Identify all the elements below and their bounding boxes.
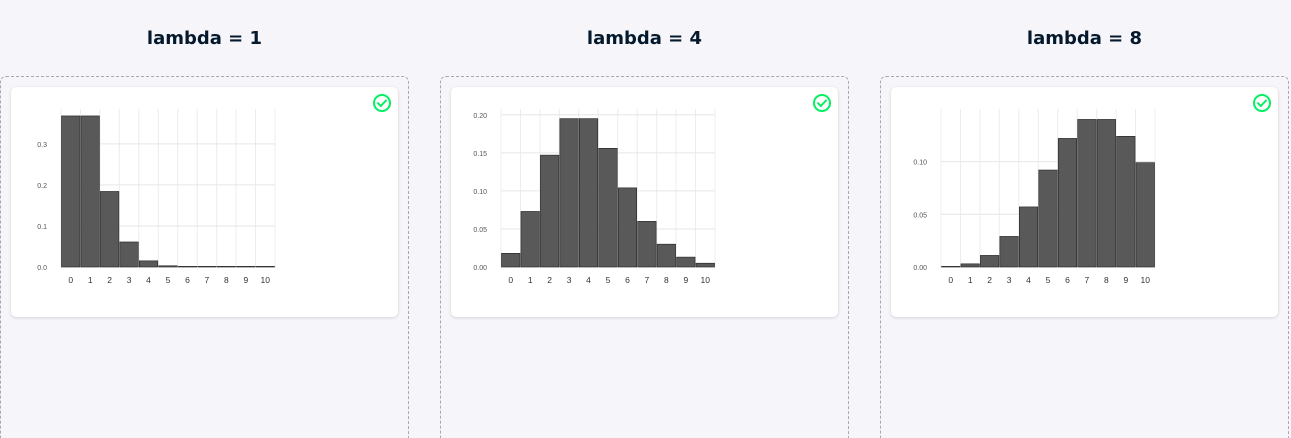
y-tick-label: 0.10 xyxy=(473,189,487,196)
x-tick-label: 4 xyxy=(146,275,151,285)
bar xyxy=(61,115,81,268)
bar xyxy=(100,191,120,268)
x-tick-label: 3 xyxy=(567,275,572,285)
y-tick-label: 0.3 xyxy=(37,142,47,149)
x-tick-label: 9 xyxy=(683,275,688,285)
x-tick-label: 6 xyxy=(185,275,190,285)
y-tick-label: 0.00 xyxy=(913,265,927,272)
bar xyxy=(1077,119,1097,268)
bar-chart: 0.0 0.1 0.2 0.3 0 1 2 3 4 5 6 7 8 9 10 xyxy=(37,109,276,285)
x-tick-label: 3 xyxy=(127,275,132,285)
x-tick-label: 4 xyxy=(586,275,591,285)
bar xyxy=(1019,206,1039,268)
x-tick-label: 2 xyxy=(547,275,552,285)
y-tick-label: 0.10 xyxy=(913,160,927,167)
bar xyxy=(177,266,197,268)
bar xyxy=(158,265,178,268)
bar xyxy=(1096,119,1116,268)
x-tick-label: 10 xyxy=(1141,275,1151,285)
bar-chart: 0.00 0.05 0.10 0 1 2 3 4 5 6 7 8 9 10 xyxy=(913,109,1156,285)
column-title: lambda = 1 xyxy=(146,28,263,49)
x-tick-label: 6 xyxy=(625,275,630,285)
bar xyxy=(617,187,637,268)
column-title: lambda = 4 xyxy=(586,28,703,49)
chart-card[interactable]: 0.0 0.1 0.2 0.3 0 1 2 3 4 5 6 7 8 9 10 xyxy=(11,87,398,317)
x-tick-label: 6 xyxy=(1065,275,1070,285)
x-tick-label: 1 xyxy=(968,275,973,285)
y-tick-label: 0.0 xyxy=(37,265,47,272)
bar xyxy=(559,118,579,268)
x-tick-label: 0 xyxy=(508,275,513,285)
x-tick-label: 1 xyxy=(88,275,93,285)
bar xyxy=(999,236,1019,268)
bar xyxy=(579,118,599,268)
bar xyxy=(216,266,236,268)
bar xyxy=(676,256,696,268)
bar xyxy=(139,260,159,268)
bar-chart: 0.00 0.05 0.10 0.15 0.20 0 1 2 3 4 5 6 7 8 9 10 xyxy=(473,109,716,285)
bar xyxy=(598,147,618,268)
drop-zone[interactable] xyxy=(0,76,409,438)
x-tick-label: 2 xyxy=(107,275,112,285)
bar xyxy=(960,263,980,268)
x-tick-label: 9 xyxy=(1123,275,1128,285)
bar xyxy=(197,266,217,268)
y-tick-label: 0.1 xyxy=(37,224,47,231)
bar xyxy=(80,115,100,268)
x-tick-label: 1 xyxy=(528,275,533,285)
bar xyxy=(656,243,676,268)
y-tick-label: 0.05 xyxy=(913,212,927,219)
bar xyxy=(520,211,540,268)
drop-zone[interactable] xyxy=(880,76,1289,438)
bar xyxy=(1038,169,1058,268)
x-tick-label: 2 xyxy=(987,275,992,285)
y-tick-label: 0.15 xyxy=(473,151,487,158)
x-tick-label: 5 xyxy=(606,275,611,285)
x-tick-label: 3 xyxy=(1007,275,1012,285)
bar xyxy=(119,241,139,268)
x-tick-label: 7 xyxy=(645,275,650,285)
column-lambda-8: lambda = 8 0.00 0.05 0.10 0 1 2 3 4 5 6 7 8 9 10 xyxy=(880,0,1289,438)
bar xyxy=(941,266,961,268)
bar xyxy=(980,255,1000,268)
x-tick-label: 8 xyxy=(1104,275,1109,285)
x-tick-label: 8 xyxy=(664,275,669,285)
bar xyxy=(255,266,275,268)
x-tick-label: 10 xyxy=(701,275,711,285)
y-tick-label: 0.2 xyxy=(37,183,47,190)
y-tick-label: 0.00 xyxy=(473,265,487,272)
column-title: lambda = 8 xyxy=(1026,28,1143,49)
x-tick-label: 4 xyxy=(1026,275,1031,285)
x-tick-label: 0 xyxy=(68,275,73,285)
x-tick-label: 10 xyxy=(261,275,271,285)
drop-zone[interactable] xyxy=(440,76,849,438)
bar xyxy=(1135,162,1155,268)
x-tick-label: 5 xyxy=(166,275,171,285)
y-tick-label: 0.20 xyxy=(473,113,487,120)
x-tick-label: 8 xyxy=(224,275,229,285)
chart-card[interactable]: 0.00 0.05 0.10 0 1 2 3 4 5 6 7 8 9 10 xyxy=(891,87,1278,317)
x-tick-label: 0 xyxy=(948,275,953,285)
bar xyxy=(637,221,657,268)
bar xyxy=(501,253,521,268)
x-tick-label: 5 xyxy=(1046,275,1051,285)
check-circle-icon xyxy=(813,94,831,112)
bar xyxy=(695,262,715,268)
chart-card[interactable]: 0.00 0.05 0.10 0.15 0.20 0 1 2 3 4 5 6 7 8 9 10 xyxy=(451,87,838,317)
check-circle-icon xyxy=(373,94,391,112)
x-tick-label: 7 xyxy=(205,275,210,285)
check-circle-icon xyxy=(1253,94,1271,112)
column-lambda-1: lambda = 1 0.0 0.1 0.2 0.3 0 1 2 3 4 5 6 7 8 9 10 xyxy=(0,0,409,438)
x-tick-label: 9 xyxy=(243,275,248,285)
bar xyxy=(1057,138,1077,268)
y-tick-label: 0.05 xyxy=(473,227,487,234)
x-tick-label: 7 xyxy=(1085,275,1090,285)
bar xyxy=(540,154,560,268)
bar xyxy=(236,266,256,268)
bar xyxy=(1116,135,1136,268)
column-lambda-4: lambda = 4 0.00 0.05 0.10 0.15 0.20 0 1 2 3 4 5 6 7 8… xyxy=(440,0,849,438)
